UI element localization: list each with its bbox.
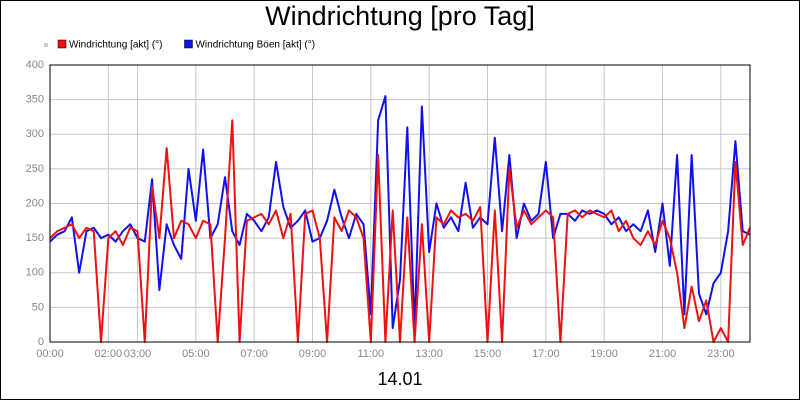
y-tick-label: 300 — [26, 128, 44, 140]
x-tick-label: 03:00 — [124, 348, 152, 360]
x-tick-label: 17:00 — [532, 348, 560, 360]
x-tick-label: 11:00 — [357, 348, 384, 360]
y-tick-label: 350 — [26, 94, 44, 106]
legend-icon — [44, 43, 48, 47]
x-tick-label: 19:00 — [590, 348, 618, 360]
series-line — [49, 95, 751, 330]
y-tick-label: 400 — [26, 59, 44, 71]
x-tick-label: 13:00 — [415, 348, 443, 360]
x-tick-label: 07:00 — [240, 348, 268, 360]
legend-swatch — [57, 39, 67, 49]
y-tick-label: 0 — [38, 336, 44, 348]
x-tick-label: 09:00 — [299, 348, 327, 360]
y-tick-label: 50 — [32, 301, 44, 313]
plot-border — [49, 64, 751, 343]
y-tick-label: 250 — [26, 163, 44, 175]
y-tick-label: 100 — [26, 267, 44, 279]
y-tick-label: 200 — [26, 197, 44, 209]
x-axis-label: 14.01 — [377, 369, 422, 389]
legend-label: Windrichtung [akt] (°) — [69, 40, 162, 51]
chart-title: Windrichtung [pro Tag] — [265, 1, 535, 31]
x-tick-label: 21:00 — [649, 348, 677, 360]
x-tick-label: 00:00 — [36, 348, 64, 360]
x-tick-label: 15:00 — [474, 348, 502, 360]
legend-swatch — [184, 39, 193, 49]
x-tick-label: 23:00 — [707, 348, 735, 360]
y-tick-label: 150 — [26, 232, 44, 244]
x-tick-label: 02:00 — [95, 348, 123, 360]
x-tick-label: 05:00 — [182, 348, 210, 360]
legend-label: Windrichtung Böen [akt] (°) — [195, 40, 315, 51]
